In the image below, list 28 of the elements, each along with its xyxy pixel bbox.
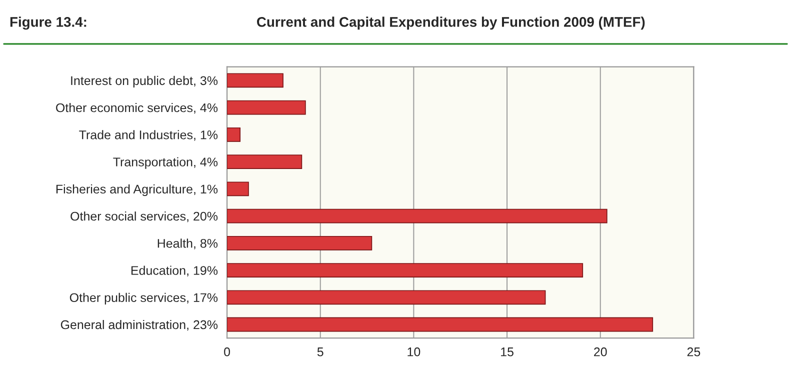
bar: [227, 100, 306, 115]
y-tick-label: Education, 19%: [131, 266, 218, 276]
y-tick-label: General administration, 23%: [60, 320, 218, 331]
bar: [227, 208, 608, 224]
bar: [227, 73, 284, 88]
bar: [227, 236, 372, 250]
x-tick-label: 0: [224, 347, 230, 356]
bar: [227, 127, 241, 142]
caption: Figure 13.4:: [10, 16, 86, 30]
x-tick-label: 20: [594, 347, 607, 356]
y-tick-label: Interest on public debt, 3%: [71, 76, 218, 88]
x-tick-label: 5: [317, 348, 324, 356]
y-tick-label: Trade and Industries, 1%: [79, 130, 218, 141]
bar: [227, 290, 546, 305]
y-tick-label: Transportation, 4%: [113, 157, 218, 169]
bar: [227, 154, 302, 169]
bar: [227, 182, 249, 196]
y-tick-label: Other public services, 17%: [70, 292, 218, 305]
bar: [227, 263, 584, 278]
bar: [227, 317, 654, 332]
chart-title: Current and Capital Expenditures by Function 2009 (MTEF): [256, 16, 645, 30]
x-tick-label: 25: [687, 347, 700, 356]
y-tick-label: Other economic services, 4%: [56, 103, 218, 114]
x-tick-label: 10: [408, 347, 420, 356]
y-tick-label: Fisheries and Agriculture, 1%: [56, 184, 218, 196]
y-tick-label: Other social services, 20%: [70, 211, 218, 222]
y-tick-label: Health, 8%: [158, 238, 218, 250]
x-tick-label: 15: [501, 348, 514, 356]
